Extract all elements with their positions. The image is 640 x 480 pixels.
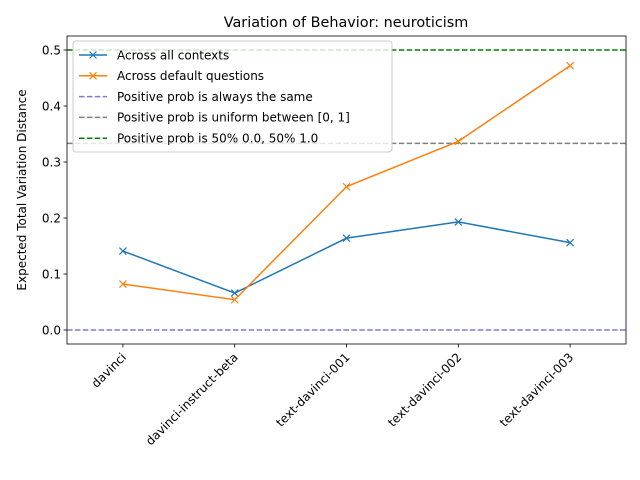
legend-label-across-default-questions: Across default questions [117,69,264,83]
legend-label-positive-prob-is-always-the-same: Positive prob is always the same [117,90,313,104]
legend-label-positive-prob-is-uniform-between-0-1: Positive prob is uniform between [0, 1] [117,111,350,125]
data-point-across-default-questions-0 [118,280,127,289]
legend-box [72,40,393,153]
legend-marker-across-default-questions [89,71,97,80]
data-point-across-all-contexts-3 [454,217,463,226]
legend-label-positive-prob-is-50-0-0-50-1-0: Positive prob is 50% 0.0, 50% 1.0 [117,132,318,146]
data-point-across-all-contexts-4 [566,238,575,247]
data-point-across-all-contexts-1 [230,289,239,297]
y-tick-label-2: 0.2 [42,211,61,225]
legend: Across all contexts Across default questi… [72,40,393,153]
y-tick-label-0: 0.0 [42,323,61,337]
y-axis-label: Expected Total Variation Distance [15,89,29,290]
data-point-across-default-questions-2 [342,182,351,191]
chart-title: Variation of Behavior: neuroticism [224,15,469,31]
series-layer [118,61,575,304]
legend-marker-across-all-contexts [89,51,97,59]
data-point-across-all-contexts-2 [342,234,351,243]
y-tick-label-4: 0.4 [42,99,61,113]
y-tick-label-5: 0.5 [42,43,61,57]
y-tick-label-3: 0.3 [42,155,61,169]
data-point-across-default-questions-4 [566,61,575,70]
y-tick-label-1: 0.1 [42,267,61,281]
legend-label-across-all-contexts: Across all contexts [117,48,229,62]
data-point-across-all-contexts-0 [118,247,127,255]
data-point-across-default-questions-1 [230,295,239,304]
data-point-across-default-questions-3 [454,137,463,146]
